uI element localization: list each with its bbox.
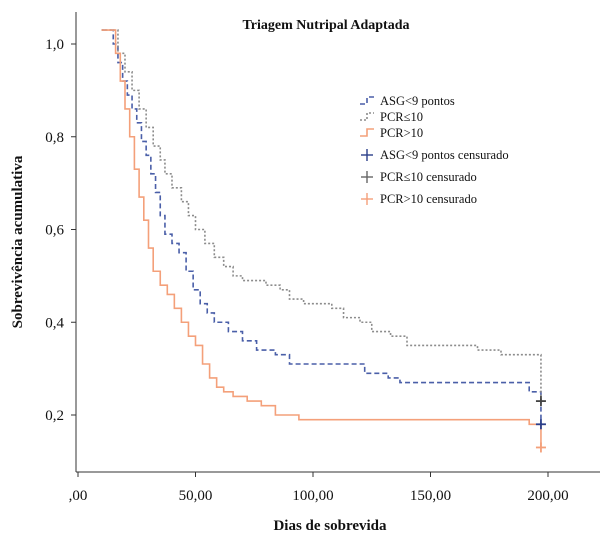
series-line-1	[101, 29, 542, 402]
legend-item-1: PCR≤10	[360, 110, 423, 124]
censor-marks	[535, 396, 546, 453]
legend-censor-item-2: PCR>10 censurado	[361, 192, 477, 206]
legend-swatch-1	[360, 112, 374, 121]
axes	[75, 12, 600, 473]
legend-swatch-0	[360, 96, 374, 105]
legend-item-2: PCR>10	[360, 126, 423, 140]
legend: ASG<9 pontos PCR≤10 PCR>10 ASG<9 pontos cen…	[360, 94, 509, 206]
censor-mark-1-0	[535, 396, 546, 407]
legend-label-2: PCR>10	[380, 126, 423, 140]
legend-censor-label-2: PCR>10 censurado	[380, 192, 477, 206]
legend-censor-item-0: ASG<9 pontos censurado	[361, 148, 509, 162]
series-lines	[101, 29, 542, 448]
x-tick-label-1: 50,00	[179, 488, 213, 504]
series-line-2	[101, 29, 542, 448]
x-tick-label-0: ,00	[69, 488, 88, 504]
y-tick-label-3: 0,8	[45, 130, 64, 146]
y-tick-label-4: 1,0	[45, 37, 64, 53]
legend-item-0: ASG<9 pontos	[360, 94, 455, 108]
x-axis-title: Dias de sobrevida	[273, 518, 387, 534]
y-axis-title: Sobrevivência acumulativa	[10, 155, 26, 328]
tick-marks	[71, 43, 549, 477]
y-tick-label-2: 0,6	[45, 223, 64, 239]
series-line-0	[101, 29, 542, 425]
y-tick-label-1: 0,4	[45, 315, 64, 331]
legend-label-1: PCR≤10	[380, 110, 423, 124]
censor-mark-0-0	[535, 419, 546, 430]
x-tick-label-2: 100,00	[292, 488, 333, 504]
tick-labels: 0,2 0,4 0,6 0,8 1,0 ,00 50,00 100,00 150,00 200,0…	[45, 37, 568, 504]
legend-censor-label-0: ASG<9 pontos censurado	[380, 148, 509, 162]
legend-censor-item-1: PCR≤10 censurado	[361, 170, 477, 184]
legend-label-0: ASG<9 pontos	[380, 94, 455, 108]
y-tick-label-0: 0,2	[45, 408, 64, 424]
x-tick-label-4: 200,00	[527, 488, 568, 504]
chart-title: Triagem Nutripal Adaptada	[243, 18, 410, 33]
legend-censor-label-1: PCR≤10 censurado	[380, 170, 477, 184]
x-tick-label-3: 150,00	[410, 488, 451, 504]
censor-mark-2-0	[535, 442, 546, 453]
legend-swatch-2	[360, 128, 374, 137]
